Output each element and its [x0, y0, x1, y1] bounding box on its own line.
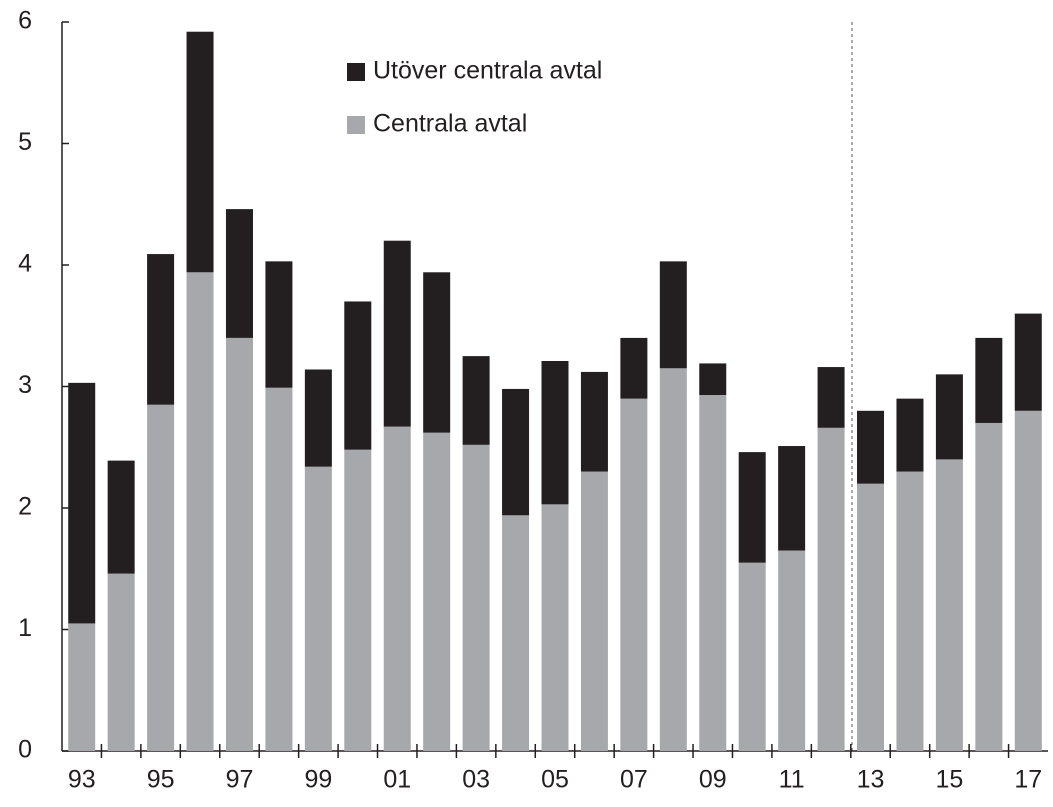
bar-segment	[423, 432, 451, 751]
bar-segment	[580, 371, 608, 472]
x-tick-label: 99	[304, 766, 332, 794]
bar-segment	[541, 504, 569, 751]
x-tick-label: 11	[779, 766, 805, 794]
bar-segment	[265, 387, 293, 751]
x-tick-label: 13	[857, 766, 885, 794]
x-tick-label: 93	[68, 766, 96, 794]
x-tick-label: 09	[699, 766, 727, 794]
bar-segment	[659, 368, 687, 751]
bar-segment	[423, 272, 451, 433]
bar-segment	[186, 31, 214, 273]
bar-segment	[896, 398, 924, 472]
bar-segment	[580, 471, 608, 751]
bar-segment	[699, 363, 727, 396]
bar-segment	[265, 261, 293, 388]
bar-segment	[620, 337, 648, 399]
bar-segment	[107, 573, 135, 751]
bar-segment	[68, 382, 96, 624]
bar-segment	[817, 427, 845, 751]
bar-segment	[778, 446, 806, 551]
legend-swatch	[347, 63, 365, 81]
y-tick-label: 6	[18, 7, 32, 35]
x-tick-label: 95	[147, 766, 175, 794]
x-tick-label: 07	[620, 766, 648, 794]
bar-segment	[857, 483, 885, 751]
y-tick-label: 1	[18, 614, 32, 642]
y-tick-label: 2	[18, 493, 32, 521]
bar-segment	[304, 369, 332, 467]
x-tick-label: 01	[383, 766, 411, 794]
legend-label: Centrala avtal	[373, 110, 527, 138]
bar-segment	[304, 466, 332, 751]
bar-segment	[738, 562, 766, 751]
bar-segment	[107, 460, 135, 574]
legend-swatch	[347, 116, 365, 134]
y-tick-label: 3	[18, 371, 32, 399]
bar-segment	[147, 404, 175, 751]
bar-segment	[383, 240, 411, 427]
bar-segment	[225, 337, 253, 751]
x-tick-label: 17	[1014, 766, 1042, 794]
bar-segment	[975, 422, 1003, 751]
bar-segment	[147, 254, 175, 405]
bar-segment	[225, 209, 253, 338]
bar-segment	[541, 360, 569, 505]
bar-segment	[462, 356, 490, 445]
bar-segment	[502, 388, 530, 516]
bar-segment	[462, 444, 490, 751]
bar-segment	[620, 398, 648, 751]
bar-segment	[344, 449, 372, 751]
y-tick-label: 4	[18, 250, 32, 278]
bar-segment	[186, 272, 214, 751]
x-tick-label: 97	[226, 766, 254, 794]
bar-segment	[1014, 313, 1042, 411]
x-tick-label: 15	[935, 766, 963, 794]
bar-segment	[1014, 410, 1042, 751]
bar-segment	[896, 471, 924, 751]
bar-segment	[817, 367, 845, 428]
bar-segment	[935, 374, 963, 460]
legend-label: Utöver centrala avtal	[373, 57, 602, 85]
bar-segment	[344, 301, 372, 450]
bar-segment	[659, 261, 687, 369]
bar-segment	[738, 452, 766, 563]
bar-segment	[502, 515, 530, 751]
bar-segment	[935, 459, 963, 751]
bar-segment	[778, 550, 806, 751]
bar-segment	[68, 623, 96, 751]
bar-segment	[383, 426, 411, 751]
bar-segment	[975, 337, 1003, 423]
x-tick-label: 03	[462, 766, 490, 794]
y-tick-label: 5	[18, 128, 32, 156]
bar-segment	[699, 395, 727, 751]
bar-segment	[857, 410, 885, 484]
y-tick-label: 0	[18, 736, 32, 764]
x-tick-label: 05	[541, 766, 569, 794]
